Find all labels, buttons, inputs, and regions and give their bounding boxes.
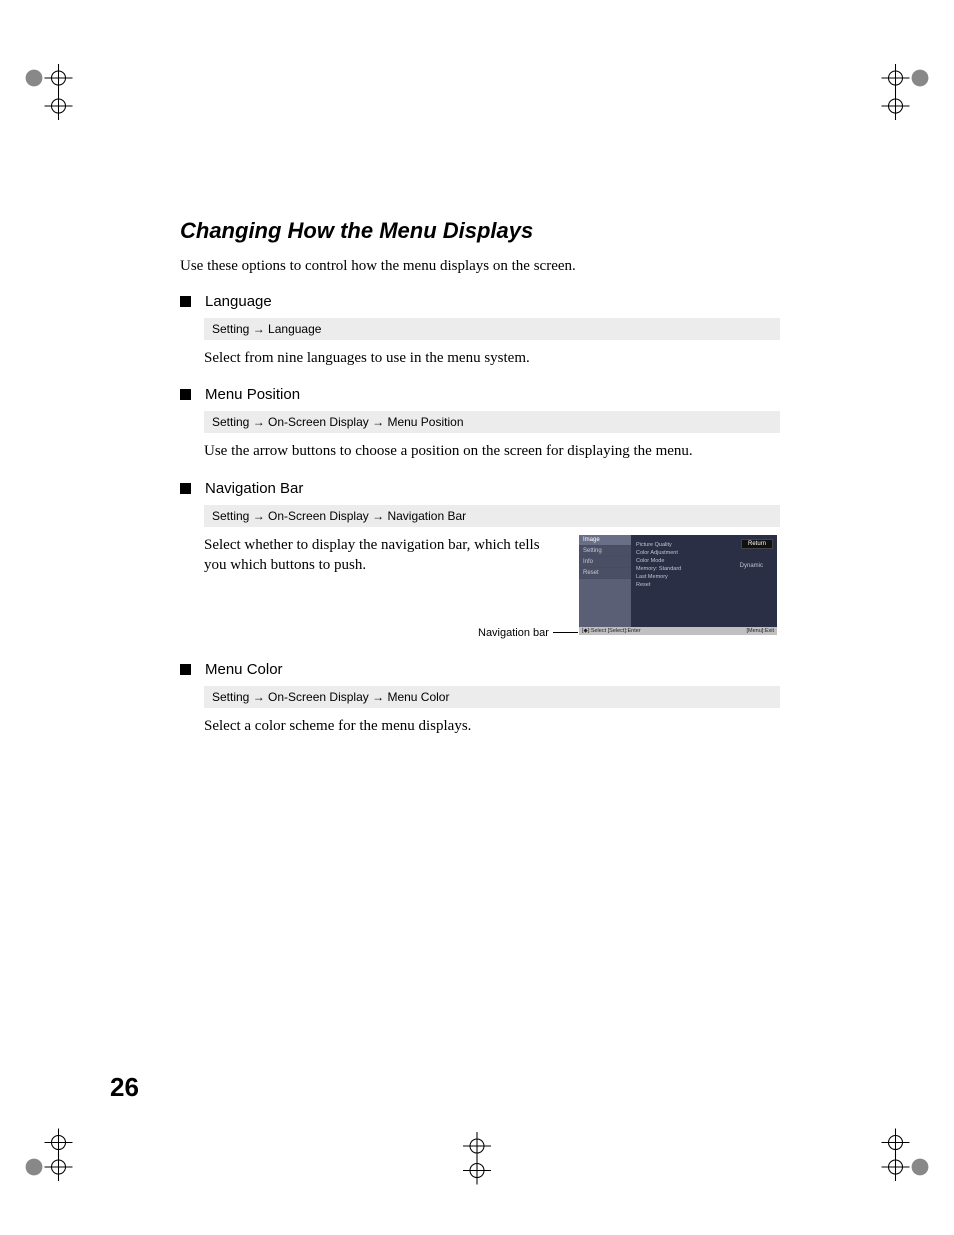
arrow-icon: → xyxy=(372,509,384,523)
crumb-part: Setting xyxy=(212,415,249,429)
screenshot-menu-items: Picture Quality Color Adjustment Color M… xyxy=(634,541,714,589)
item-head: Language xyxy=(180,293,780,310)
screenshot-navbar: [◆]:Select [Select]:Enter [Menu]:Exit xyxy=(579,627,777,635)
screenshot-row: Memory: Standard xyxy=(634,565,714,573)
screenshot-tab: Info xyxy=(579,557,631,568)
crumb-part: On-Screen Display xyxy=(268,509,369,523)
screenshot-return-button: Return xyxy=(741,539,773,549)
breadcrumb: Setting → Language xyxy=(204,318,780,340)
arrow-icon: → xyxy=(372,690,384,704)
crumb-part: Menu Position xyxy=(387,415,463,429)
screenshot-row: Color Adjustment xyxy=(634,549,714,557)
screenshot-sidebar: Image Setting Info Reset xyxy=(579,535,631,635)
screenshot-row: Reset xyxy=(634,581,714,589)
arrow-icon: → xyxy=(253,322,265,336)
item-title: Navigation Bar xyxy=(205,480,303,497)
menu-screenshot-wrap: Image Setting Info Reset Picture Quality… xyxy=(579,535,777,635)
registration-mark-icon xyxy=(20,50,90,120)
screenshot-row: Color Mode xyxy=(634,557,714,565)
square-bullet-icon xyxy=(180,664,191,675)
crumb-part: Language xyxy=(268,322,321,336)
page-content: Changing How the Menu Displays Use these… xyxy=(180,218,780,754)
screenshot-navbar-right: [Menu]:Exit xyxy=(746,628,774,634)
item-head: Navigation Bar xyxy=(180,480,780,497)
item-navigation-bar: Navigation Bar Setting → On-Screen Displ… xyxy=(180,480,780,639)
crumb-part: On-Screen Display xyxy=(268,415,369,429)
item-menu-color: Menu Color Setting → On-Screen Display →… xyxy=(180,661,780,736)
page-number: 26 xyxy=(110,1072,139,1103)
screenshot-row: Picture Quality xyxy=(634,541,714,549)
crumb-part: Navigation Bar xyxy=(387,509,466,523)
menu-screenshot: Image Setting Info Reset Picture Quality… xyxy=(579,535,777,635)
crumb-part: On-Screen Display xyxy=(268,690,369,704)
item-body: Select a color scheme for the menu displ… xyxy=(204,716,780,736)
callout-line xyxy=(553,632,578,633)
square-bullet-icon xyxy=(180,296,191,307)
item-body: Select whether to display the navigation… xyxy=(204,535,549,576)
arrow-icon: → xyxy=(253,509,265,523)
square-bullet-icon xyxy=(180,483,191,494)
registration-mark-icon xyxy=(864,50,934,120)
item-title: Menu Color xyxy=(205,661,283,678)
screenshot-tab: Image xyxy=(579,535,631,546)
crumb-part: Setting xyxy=(212,322,249,336)
arrow-icon: → xyxy=(253,690,265,704)
screenshot-tab: Reset xyxy=(579,568,631,579)
screenshot-navbar-left: [◆]:Select [Select]:Enter xyxy=(582,628,641,634)
breadcrumb: Setting → On-Screen Display → Menu Posit… xyxy=(204,411,780,433)
registration-mark-icon xyxy=(20,1125,90,1195)
item-menu-position: Menu Position Setting → On-Screen Displa… xyxy=(180,386,780,461)
screenshot-tab: Setting xyxy=(579,546,631,557)
item-body: Select from nine languages to use in the… xyxy=(204,348,780,368)
intro-text: Use these options to control how the men… xyxy=(180,258,780,275)
registration-mark-icon xyxy=(864,1125,934,1195)
item-body: Use the arrow buttons to choose a positi… xyxy=(204,441,780,461)
item-title: Menu Position xyxy=(205,386,300,403)
item-title: Language xyxy=(205,293,272,310)
breadcrumb: Setting → On-Screen Display → Navigation… xyxy=(204,505,780,527)
arrow-icon: → xyxy=(253,415,265,429)
crumb-part: Setting xyxy=(212,690,249,704)
square-bullet-icon xyxy=(180,389,191,400)
item-language: Language Setting → Language Select from … xyxy=(180,293,780,368)
crumb-part: Menu Color xyxy=(387,690,449,704)
item-head: Menu Color xyxy=(180,661,780,678)
screenshot-value: Dynamic xyxy=(740,563,763,569)
arrow-icon: → xyxy=(372,415,384,429)
section-title: Changing How the Menu Displays xyxy=(180,218,780,244)
navbar-callout-label: Navigation bar xyxy=(478,627,549,639)
item-head: Menu Position xyxy=(180,386,780,403)
registration-mark-icon xyxy=(442,1125,512,1195)
crumb-part: Setting xyxy=(212,509,249,523)
breadcrumb: Setting → On-Screen Display → Menu Color xyxy=(204,686,780,708)
screenshot-row: Last Memory xyxy=(634,573,714,581)
